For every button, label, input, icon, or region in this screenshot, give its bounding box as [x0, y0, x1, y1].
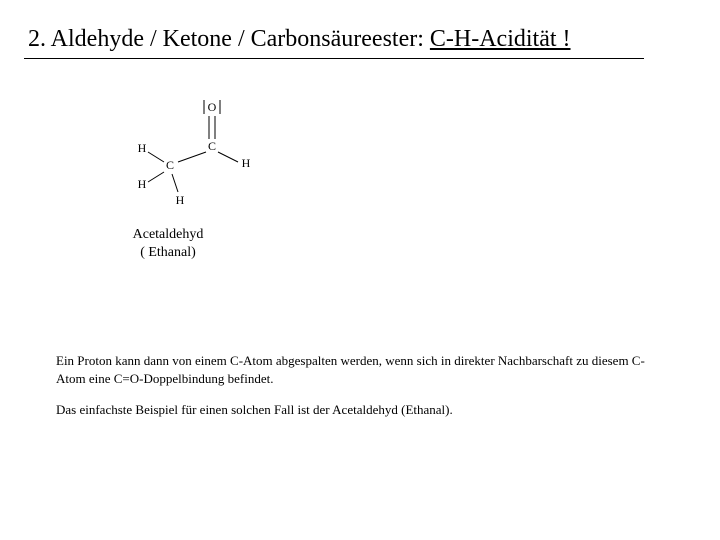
paragraph-1: Ein Proton kann dann von einem C-Atom ab… [56, 352, 668, 387]
atom-c1: C [208, 139, 216, 153]
atom-h-aldehyde: H [242, 156, 251, 170]
body-text: Ein Proton kann dann von einem C-Atom ab… [56, 352, 668, 419]
page-heading: 2. Aldehyde / Ketone / Carbonsäureester:… [28, 26, 571, 53]
atom-c2: C [166, 158, 174, 172]
atom-h-b: H [138, 177, 147, 191]
caption-line2: ( Ethanal) [108, 244, 228, 262]
atom-h-a: H [138, 141, 147, 155]
paragraph-2: Das einfachste Beispiel für einen solche… [56, 401, 668, 419]
molecular-structure: O C H C H H H [120, 92, 280, 242]
atom-o: O [208, 100, 217, 114]
heading-emph: C-H-Acidität ! [430, 26, 571, 52]
heading-rule [24, 58, 644, 59]
atom-h-c: H [176, 193, 185, 207]
heading-prefix: 2. Aldehyde / Ketone / Carbonsäureester: [28, 26, 430, 52]
structure-caption: Acetaldehyd ( Ethanal) [108, 226, 228, 261]
caption-line1: Acetaldehyd [108, 226, 228, 244]
